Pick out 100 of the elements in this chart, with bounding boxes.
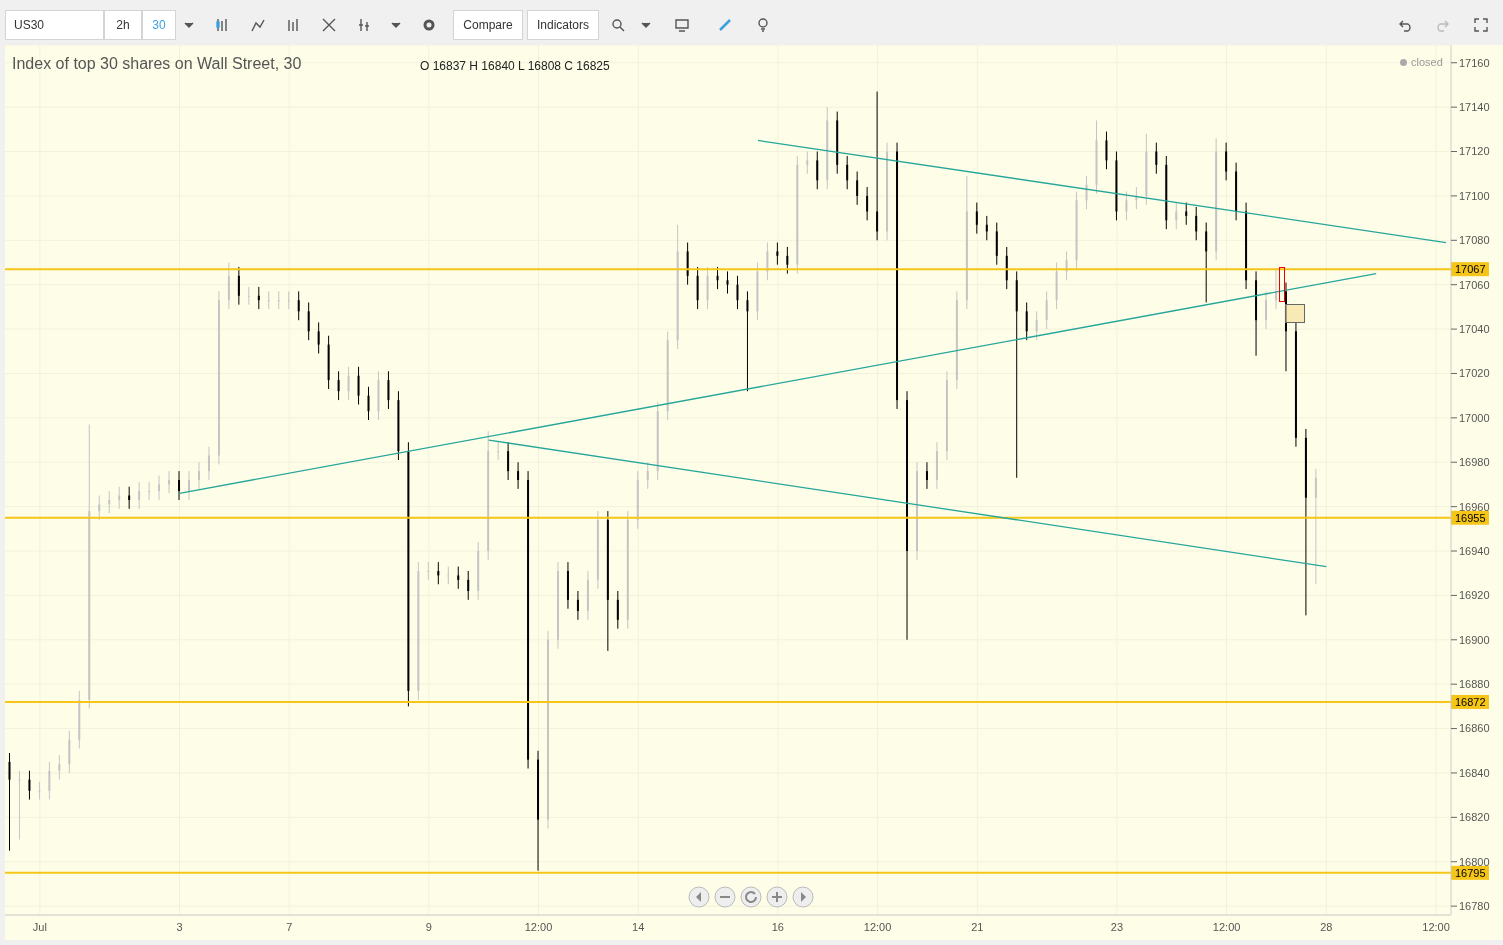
y-tick-label: 17140 xyxy=(1459,101,1490,114)
x-tick-label: 28 xyxy=(1320,920,1333,933)
x-tick-label: 12:00 xyxy=(524,920,553,933)
candlestick xyxy=(457,566,460,590)
candlestick xyxy=(746,290,749,392)
x-tick-label: 21 xyxy=(971,920,984,933)
candlestick xyxy=(8,752,11,852)
y-tick-label: 17080 xyxy=(1459,234,1490,247)
candlestick xyxy=(1205,222,1208,303)
candlestick xyxy=(816,151,819,190)
text: Index of top 30 shares on Wall Street, 30 xyxy=(12,55,302,73)
candlestick xyxy=(846,155,849,190)
candlestick xyxy=(806,151,809,175)
candlestick xyxy=(347,366,350,401)
candlestick xyxy=(726,270,729,295)
candlestick xyxy=(188,470,190,501)
candlestick xyxy=(576,590,579,621)
candlestick xyxy=(277,290,280,310)
candlestick xyxy=(1125,190,1128,221)
text: US30 xyxy=(5,10,104,40)
candlestick xyxy=(1105,131,1108,170)
y-tick-label: 17160 xyxy=(1459,56,1490,69)
y-tick-label: 16940 xyxy=(1459,544,1490,557)
candlestick xyxy=(985,215,988,241)
candlestick xyxy=(387,370,390,410)
candlestick xyxy=(297,290,300,321)
candlestick xyxy=(98,495,101,521)
candlestick xyxy=(317,321,320,354)
candlestick xyxy=(776,242,779,266)
y-tick-label: 17100 xyxy=(1459,189,1490,202)
y-tick-label: 16860 xyxy=(1459,722,1490,735)
ref-line-label: 16872 xyxy=(1455,695,1486,708)
candlestick xyxy=(1225,142,1228,181)
candlestick xyxy=(28,770,31,801)
x-tick-label: Jul xyxy=(32,920,47,933)
candlestick xyxy=(337,370,340,401)
candlestick xyxy=(975,202,978,235)
candlestick xyxy=(507,441,510,481)
candlestick xyxy=(357,366,360,406)
candlestick xyxy=(736,275,739,310)
candlestick xyxy=(158,475,161,501)
y-tick-label: 16840 xyxy=(1459,766,1490,779)
y-tick-label: 16960 xyxy=(1459,500,1490,513)
x-tick-label: 16 xyxy=(771,920,784,933)
y-tick-label: 16980 xyxy=(1459,456,1490,469)
candlestick xyxy=(207,446,210,481)
candlestick xyxy=(786,246,789,275)
candlestick xyxy=(906,390,909,641)
candlestick xyxy=(856,171,859,206)
candlestick xyxy=(1045,290,1048,330)
ref-line-label: 17067 xyxy=(1455,263,1486,276)
x-tick-label: 12:00 xyxy=(1212,920,1241,933)
text: 30 xyxy=(142,10,176,40)
candlestick xyxy=(38,781,41,801)
candlestick xyxy=(876,91,879,241)
candlestick xyxy=(646,461,649,490)
candlestick xyxy=(467,570,470,601)
candlestick xyxy=(148,481,151,501)
candlestick xyxy=(18,770,21,841)
candlestick xyxy=(138,481,141,510)
candlestick xyxy=(1195,206,1198,241)
candlestick xyxy=(247,286,250,306)
y-tick-label: 16780 xyxy=(1459,900,1490,913)
text: 2h xyxy=(104,10,142,40)
x-tick-label: 7 xyxy=(286,920,293,933)
y-tick-label: 16800 xyxy=(1459,855,1490,868)
candlestick xyxy=(1025,301,1028,341)
candlestick xyxy=(497,441,500,461)
candlestick xyxy=(517,461,520,490)
candlestick xyxy=(925,461,928,490)
candlestick xyxy=(1085,175,1088,210)
x-tick-label: 9 xyxy=(425,920,432,933)
x-tick-label: 12:00 xyxy=(863,920,892,933)
annotation: closed xyxy=(1410,56,1443,68)
candlestick xyxy=(237,266,240,306)
x-tick-label: 23 xyxy=(1110,920,1124,933)
candlestick xyxy=(58,754,61,781)
y-tick-label: 16880 xyxy=(1459,678,1490,691)
candlestick xyxy=(367,386,370,421)
x-tick-label: 3 xyxy=(176,920,183,933)
candlestick xyxy=(287,290,290,310)
candlestick xyxy=(178,470,181,501)
text: Indicators xyxy=(527,10,599,40)
candlestick xyxy=(547,630,550,829)
candlestick xyxy=(616,590,619,630)
annotation: O 16837 H 16840 L 16808 C 16825 xyxy=(420,59,610,73)
ref-line-label: 16955 xyxy=(1455,511,1486,524)
y-tick-label: 17040 xyxy=(1459,322,1490,335)
y-tick-label: 17060 xyxy=(1459,278,1490,291)
candlestick xyxy=(427,561,430,581)
text: Compare xyxy=(453,10,523,40)
ref-line-label: 16795 xyxy=(1455,866,1486,879)
candlestick xyxy=(866,186,869,221)
candlestick xyxy=(1035,310,1038,341)
y-tick-label: 17000 xyxy=(1459,411,1490,424)
candlestick xyxy=(1314,468,1317,585)
candlestick xyxy=(307,301,310,341)
candlestick xyxy=(1175,202,1178,230)
y-tick-label: 17020 xyxy=(1459,367,1490,380)
x-tick-label: 12:00 xyxy=(1422,920,1450,933)
